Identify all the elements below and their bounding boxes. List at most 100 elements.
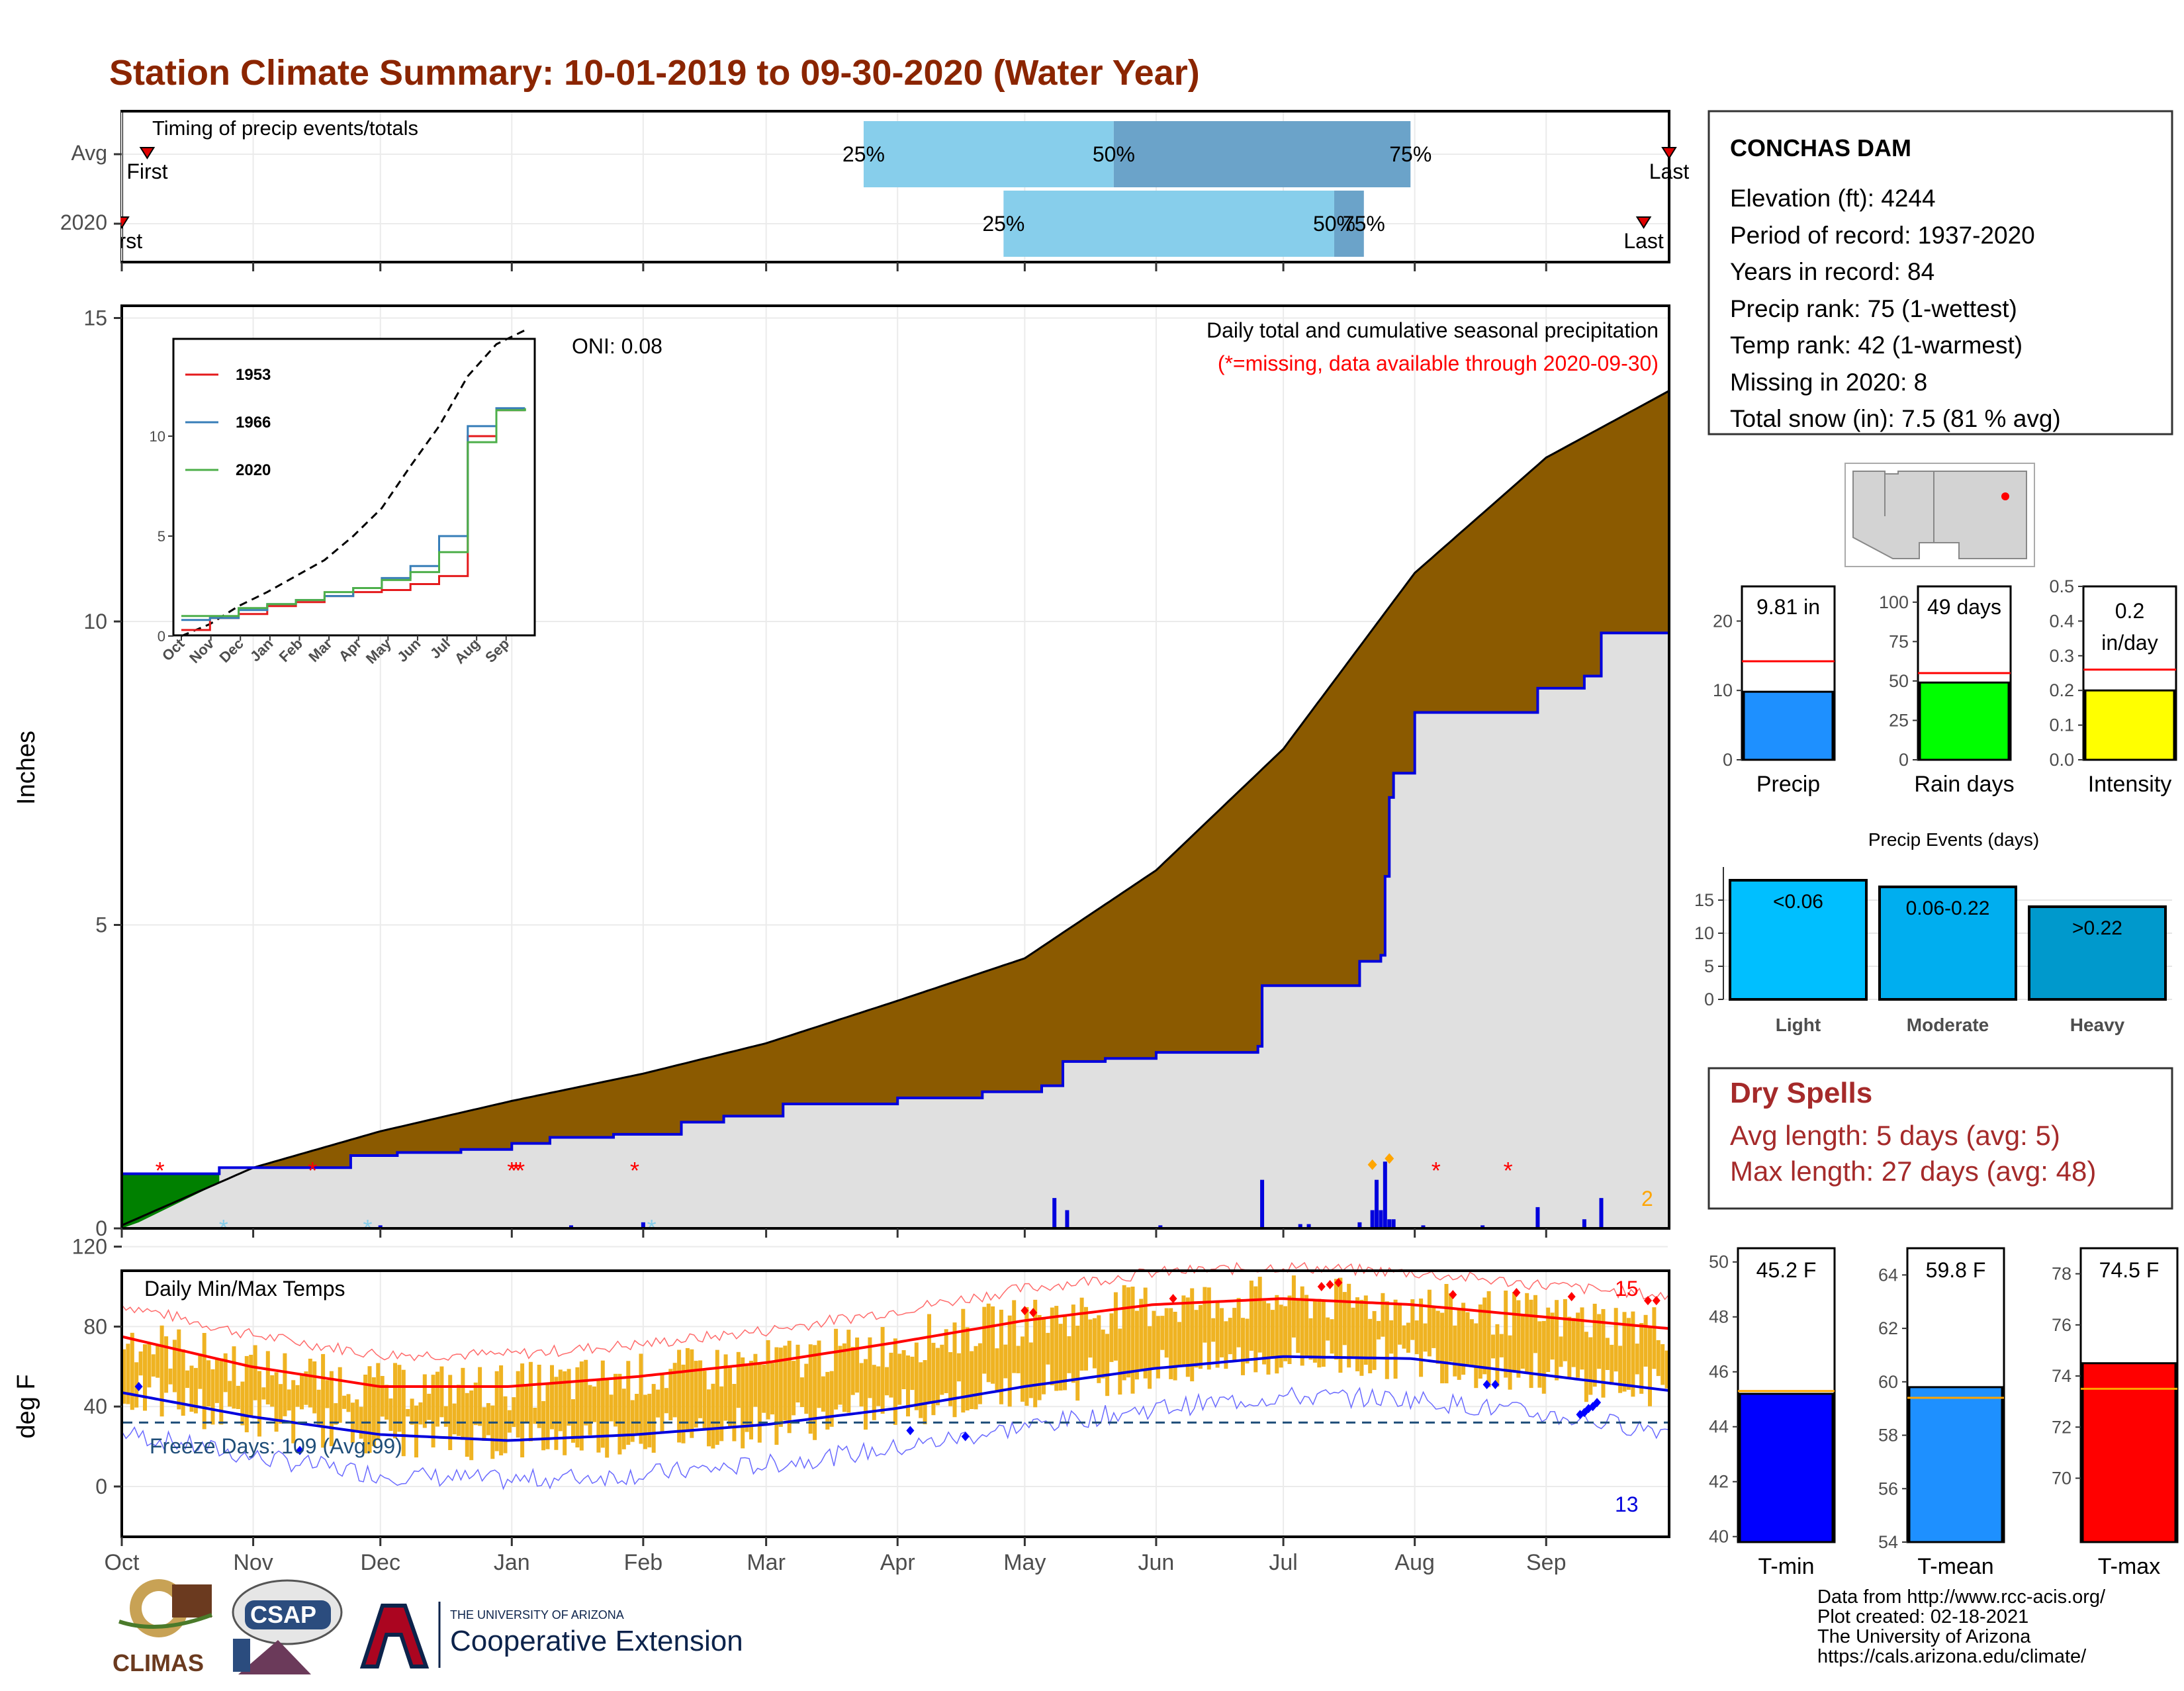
temp-daily-bar [164, 1336, 169, 1393]
temp-daily-bar [753, 1353, 758, 1407]
temp-daily-bar [427, 1393, 432, 1420]
missing-marker: * [308, 1157, 317, 1184]
temp-daily-bar [457, 1385, 461, 1436]
month-label: Dec [360, 1550, 400, 1575]
climas-logo: CLIMAS [113, 1579, 213, 1676]
temp-daily-bar [588, 1385, 592, 1436]
temp-mini-ytick-label: 64 [1878, 1265, 1898, 1285]
month-label: Jul [1269, 1550, 1297, 1575]
temp-daily-bar [999, 1309, 1003, 1404]
temp-daily-bar [707, 1389, 711, 1447]
record-low-marker [906, 1426, 915, 1436]
temp-daily-bar [1109, 1313, 1114, 1362]
timing-mask [79, 199, 120, 251]
temp-daily-bar [1385, 1301, 1389, 1379]
precip-panel: * * *** * * ** * * Inches 0 5 10 15 Daily total an… [13, 304, 1670, 1242]
temp-mini-ytick-label: 40 [1709, 1527, 1729, 1547]
temp-daily-bar [694, 1361, 698, 1428]
temp-daily-bar [961, 1308, 966, 1413]
temp-daily-bar [1631, 1311, 1635, 1397]
temp-daily-bar [741, 1357, 745, 1449]
temp-daily-bar [575, 1367, 580, 1447]
temp-daily-bar [668, 1369, 673, 1421]
temp-mini-value-bar [2081, 1362, 2177, 1543]
temp-daily-bar [948, 1352, 953, 1406]
temp-daily-bar [846, 1330, 851, 1413]
temp-daily-bar [1550, 1312, 1555, 1360]
temp-daily-bar [690, 1349, 694, 1438]
temp-daily-bar [893, 1338, 897, 1425]
missing-marker: * [156, 1157, 165, 1184]
precip-daily-bar [1582, 1219, 1586, 1228]
temp-daily-bar [617, 1373, 622, 1455]
max-record-count: 15 [1615, 1277, 1639, 1301]
temp-daily-bar [600, 1360, 605, 1448]
events-bar [1878, 886, 2017, 1001]
timing-row-label-avg: Avg [71, 141, 107, 165]
ua-logo-big-text: Cooperative Extension [450, 1625, 743, 1657]
temp-daily-bar [1067, 1336, 1071, 1373]
temp-daily-bar [367, 1366, 372, 1453]
temp-daily-bar [1495, 1324, 1500, 1387]
missing-marker: * [630, 1157, 639, 1184]
temp-daily-bar [1465, 1312, 1470, 1365]
temp-daily-bar [711, 1383, 715, 1449]
temp-daily-bar [473, 1383, 478, 1426]
record-precip-marker [1367, 1159, 1377, 1170]
record-high-marker [1334, 1277, 1343, 1287]
temp-daily-bar [342, 1395, 347, 1409]
record-precip-marker [1385, 1153, 1394, 1164]
missing-marker: * [1432, 1157, 1441, 1184]
precip-ylabel: Inches [13, 731, 40, 805]
precip-header: Daily total and cumulative seasonal prec… [1206, 318, 1659, 342]
temp-daily-bar [897, 1353, 902, 1405]
events-bar [2028, 905, 2167, 1001]
mini-value-bar [2084, 689, 2175, 761]
temp-daily-bar [643, 1394, 647, 1449]
temp-ytick-label: 40 [83, 1394, 107, 1418]
events-category-label: Heavy [2070, 1015, 2125, 1035]
temp-daily-bar [1559, 1336, 1563, 1367]
temp-daily-bar [1491, 1334, 1495, 1359]
temp-daily-bar [1355, 1297, 1359, 1371]
temp-daily-bar [1363, 1295, 1368, 1365]
temp-daily-bar [300, 1375, 304, 1410]
temp-daily-bar [986, 1303, 991, 1383]
temp-daily-bar [1321, 1301, 1326, 1367]
temp-daily-bar [1228, 1318, 1232, 1355]
temp-avg-min-line [121, 1355, 1670, 1442]
temp-daily-bar [138, 1351, 143, 1376]
temp-daily-bar [1563, 1299, 1567, 1361]
mini-axis-label: Intensity [2088, 772, 2172, 797]
temp-daily-bar [465, 1393, 469, 1457]
record-low-marker [296, 1445, 304, 1455]
events-bar-label: >0.22 [2072, 917, 2122, 939]
temp-daily-bar [910, 1356, 915, 1391]
temp-daily-bar [1402, 1325, 1406, 1349]
temp-daily-bar [1330, 1319, 1334, 1354]
temp-daily-bar [1588, 1337, 1593, 1395]
temp-daily-bar [1406, 1322, 1410, 1353]
temp-daily-bar [1482, 1297, 1487, 1375]
temp-daily-bar [265, 1351, 270, 1404]
precip-2020-line [120, 631, 1669, 1228]
temp-daily-bar [664, 1388, 668, 1414]
temp-daily-bar [736, 1351, 741, 1408]
temp-body [121, 1261, 1670, 1490]
record-low-marker [1482, 1379, 1491, 1389]
mini-axis-label: Precip [1756, 772, 1820, 797]
precip-2020-area [122, 633, 1669, 1228]
temp-daily-bar [872, 1365, 876, 1420]
temp-mini-ytick-label: 78 [2052, 1264, 2071, 1284]
temp-daily-bar [1185, 1297, 1190, 1377]
station-info-box: CONCHAS DAM Elevation (ft): 4244 Period … [1707, 110, 2173, 435]
mini-ytick-label: 0.1 [2049, 715, 2074, 735]
temp-daily-bar [1529, 1299, 1533, 1389]
mini-ytick-label: 0.0 [2049, 750, 2074, 770]
temp-daily-bar [1419, 1299, 1424, 1377]
missing-marker: * [516, 1157, 525, 1184]
temp-daily-bar [1007, 1315, 1012, 1407]
temp-daily-bar [1414, 1320, 1419, 1355]
temp-daily-bar [1372, 1310, 1377, 1370]
temp-ytick-label: 120 [72, 1235, 107, 1259]
